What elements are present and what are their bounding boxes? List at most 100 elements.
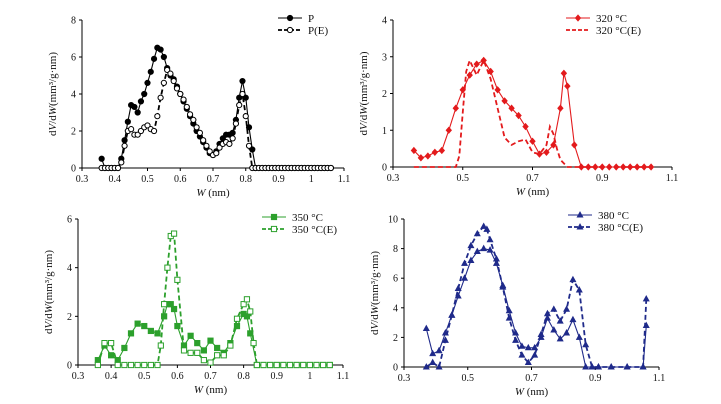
data-point bbox=[473, 60, 480, 68]
data-point bbox=[435, 363, 443, 370]
y-tick-label: 0 bbox=[393, 363, 398, 374]
data-point bbox=[327, 164, 334, 172]
legend-label: 320 °C bbox=[596, 13, 627, 25]
data-point bbox=[280, 361, 287, 369]
data-point bbox=[300, 361, 307, 369]
series-line-2 bbox=[97, 231, 330, 366]
data-point bbox=[216, 144, 223, 151]
y-tick-label: 6 bbox=[71, 53, 76, 64]
data-point bbox=[306, 361, 313, 369]
x-tick-label: 0.4 bbox=[105, 371, 118, 382]
data-point bbox=[492, 255, 500, 262]
data-point bbox=[522, 122, 529, 131]
data-point bbox=[260, 361, 267, 369]
legend-label: P(E) bbox=[308, 25, 329, 37]
data-point bbox=[499, 283, 507, 290]
data-point bbox=[441, 336, 449, 343]
data-point bbox=[435, 346, 443, 354]
x-tick-label: 0.3 bbox=[387, 173, 400, 184]
legend-swatch-marker bbox=[270, 225, 278, 233]
data-point bbox=[128, 126, 135, 133]
x-tick-label: 0.3 bbox=[398, 373, 411, 384]
x-tick-label: 1 bbox=[307, 371, 312, 382]
data-point bbox=[121, 142, 128, 149]
data-point bbox=[161, 313, 168, 320]
legend-label: 320 °C(E) bbox=[596, 25, 641, 37]
data-point bbox=[170, 77, 177, 85]
data-point bbox=[480, 56, 487, 65]
data-point bbox=[206, 148, 213, 155]
y-tick-label: 6 bbox=[393, 274, 398, 285]
y-tick-label: 2 bbox=[382, 89, 387, 100]
chart-panel-4: 0.3 0.5 0.7 0.9 1.1 0 2 4 6 8 10 W (nm) dV/dW(mm³/g·… bbox=[369, 210, 665, 398]
data-point bbox=[108, 340, 115, 347]
y-tick-label: 0 bbox=[382, 163, 387, 174]
chart-panel-1: 0.3 0.4 0.5 0.6 0.7 0.8 0.9 1 1.1 0 2 4 6 8 W (nm) dV/d… bbox=[47, 13, 350, 199]
data-point bbox=[582, 363, 590, 370]
data-point bbox=[623, 363, 631, 370]
data-point bbox=[518, 351, 526, 358]
data-point bbox=[193, 124, 200, 131]
data-point bbox=[267, 361, 274, 369]
data-point bbox=[137, 127, 145, 135]
data-point bbox=[141, 322, 148, 330]
legend-swatch-marker bbox=[576, 211, 584, 218]
data-point bbox=[154, 113, 161, 120]
x-tick-label: 0.7 bbox=[526, 173, 539, 184]
data-point bbox=[174, 276, 181, 283]
data-point bbox=[556, 334, 564, 342]
data-point bbox=[494, 86, 501, 94]
data-point bbox=[190, 116, 197, 124]
data-point bbox=[180, 347, 188, 354]
data-point bbox=[157, 94, 164, 101]
x-tick-label: 0.9 bbox=[272, 174, 285, 185]
y-tick-label: 1 bbox=[382, 126, 387, 137]
data-point bbox=[320, 361, 327, 369]
series-line-1 bbox=[413, 59, 652, 168]
y-tick-label: 10 bbox=[388, 215, 398, 226]
x-tick-label: 0.8 bbox=[240, 174, 253, 185]
data-point bbox=[250, 340, 257, 347]
data-point bbox=[626, 163, 634, 171]
data-point bbox=[560, 69, 568, 77]
x-tick-label: 0.9 bbox=[589, 373, 602, 384]
y-tick-label: 2 bbox=[67, 312, 72, 323]
data-point bbox=[550, 326, 558, 333]
data-point bbox=[121, 361, 128, 369]
data-point bbox=[563, 329, 571, 336]
data-point bbox=[213, 150, 220, 157]
data-point bbox=[461, 259, 469, 266]
x-tick-label: 0.6 bbox=[174, 174, 187, 185]
data-point bbox=[431, 148, 439, 156]
data-point bbox=[144, 122, 151, 129]
x-axis-label: W (nm) bbox=[516, 186, 550, 198]
data-point bbox=[242, 113, 249, 120]
data-point bbox=[167, 70, 174, 77]
data-point bbox=[531, 351, 539, 358]
data-point bbox=[186, 111, 194, 118]
data-point bbox=[207, 337, 214, 344]
data-point bbox=[194, 340, 201, 347]
data-point bbox=[160, 79, 167, 87]
data-point bbox=[187, 332, 194, 339]
data-point bbox=[313, 361, 320, 369]
data-point bbox=[569, 315, 577, 323]
y-tick-label: 4 bbox=[67, 263, 72, 274]
x-tick-label: 1 bbox=[309, 174, 314, 185]
y-tick-label: 4 bbox=[393, 303, 398, 314]
data-point bbox=[131, 103, 138, 111]
data-point bbox=[633, 163, 641, 171]
x-tick-label: 0.5 bbox=[141, 174, 154, 185]
data-point bbox=[232, 120, 240, 127]
x-tick-label: 0.5 bbox=[457, 173, 470, 184]
data-point bbox=[487, 67, 494, 76]
data-point bbox=[170, 230, 178, 237]
data-point bbox=[245, 124, 253, 131]
x-tick-label: 0.7 bbox=[204, 371, 217, 382]
y-tick-label: 4 bbox=[382, 16, 387, 27]
data-point bbox=[564, 82, 571, 90]
data-point bbox=[134, 320, 141, 327]
data-point bbox=[410, 146, 418, 155]
x-tick-label: 1.1 bbox=[338, 174, 351, 185]
data-point bbox=[207, 359, 214, 366]
